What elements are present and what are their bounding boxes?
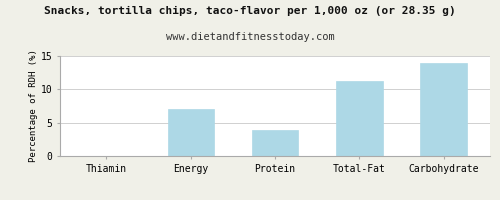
Text: Snacks, tortilla chips, taco-flavor per 1,000 oz (or 28.35 g): Snacks, tortilla chips, taco-flavor per … [44,6,456,16]
Y-axis label: Percentage of RDH (%): Percentage of RDH (%) [29,50,38,162]
Bar [252,130,298,156]
Bar [336,81,382,156]
Bar [168,109,214,156]
Bar [420,63,467,156]
Text: www.dietandfitnesstoday.com: www.dietandfitnesstoday.com [166,32,334,42]
